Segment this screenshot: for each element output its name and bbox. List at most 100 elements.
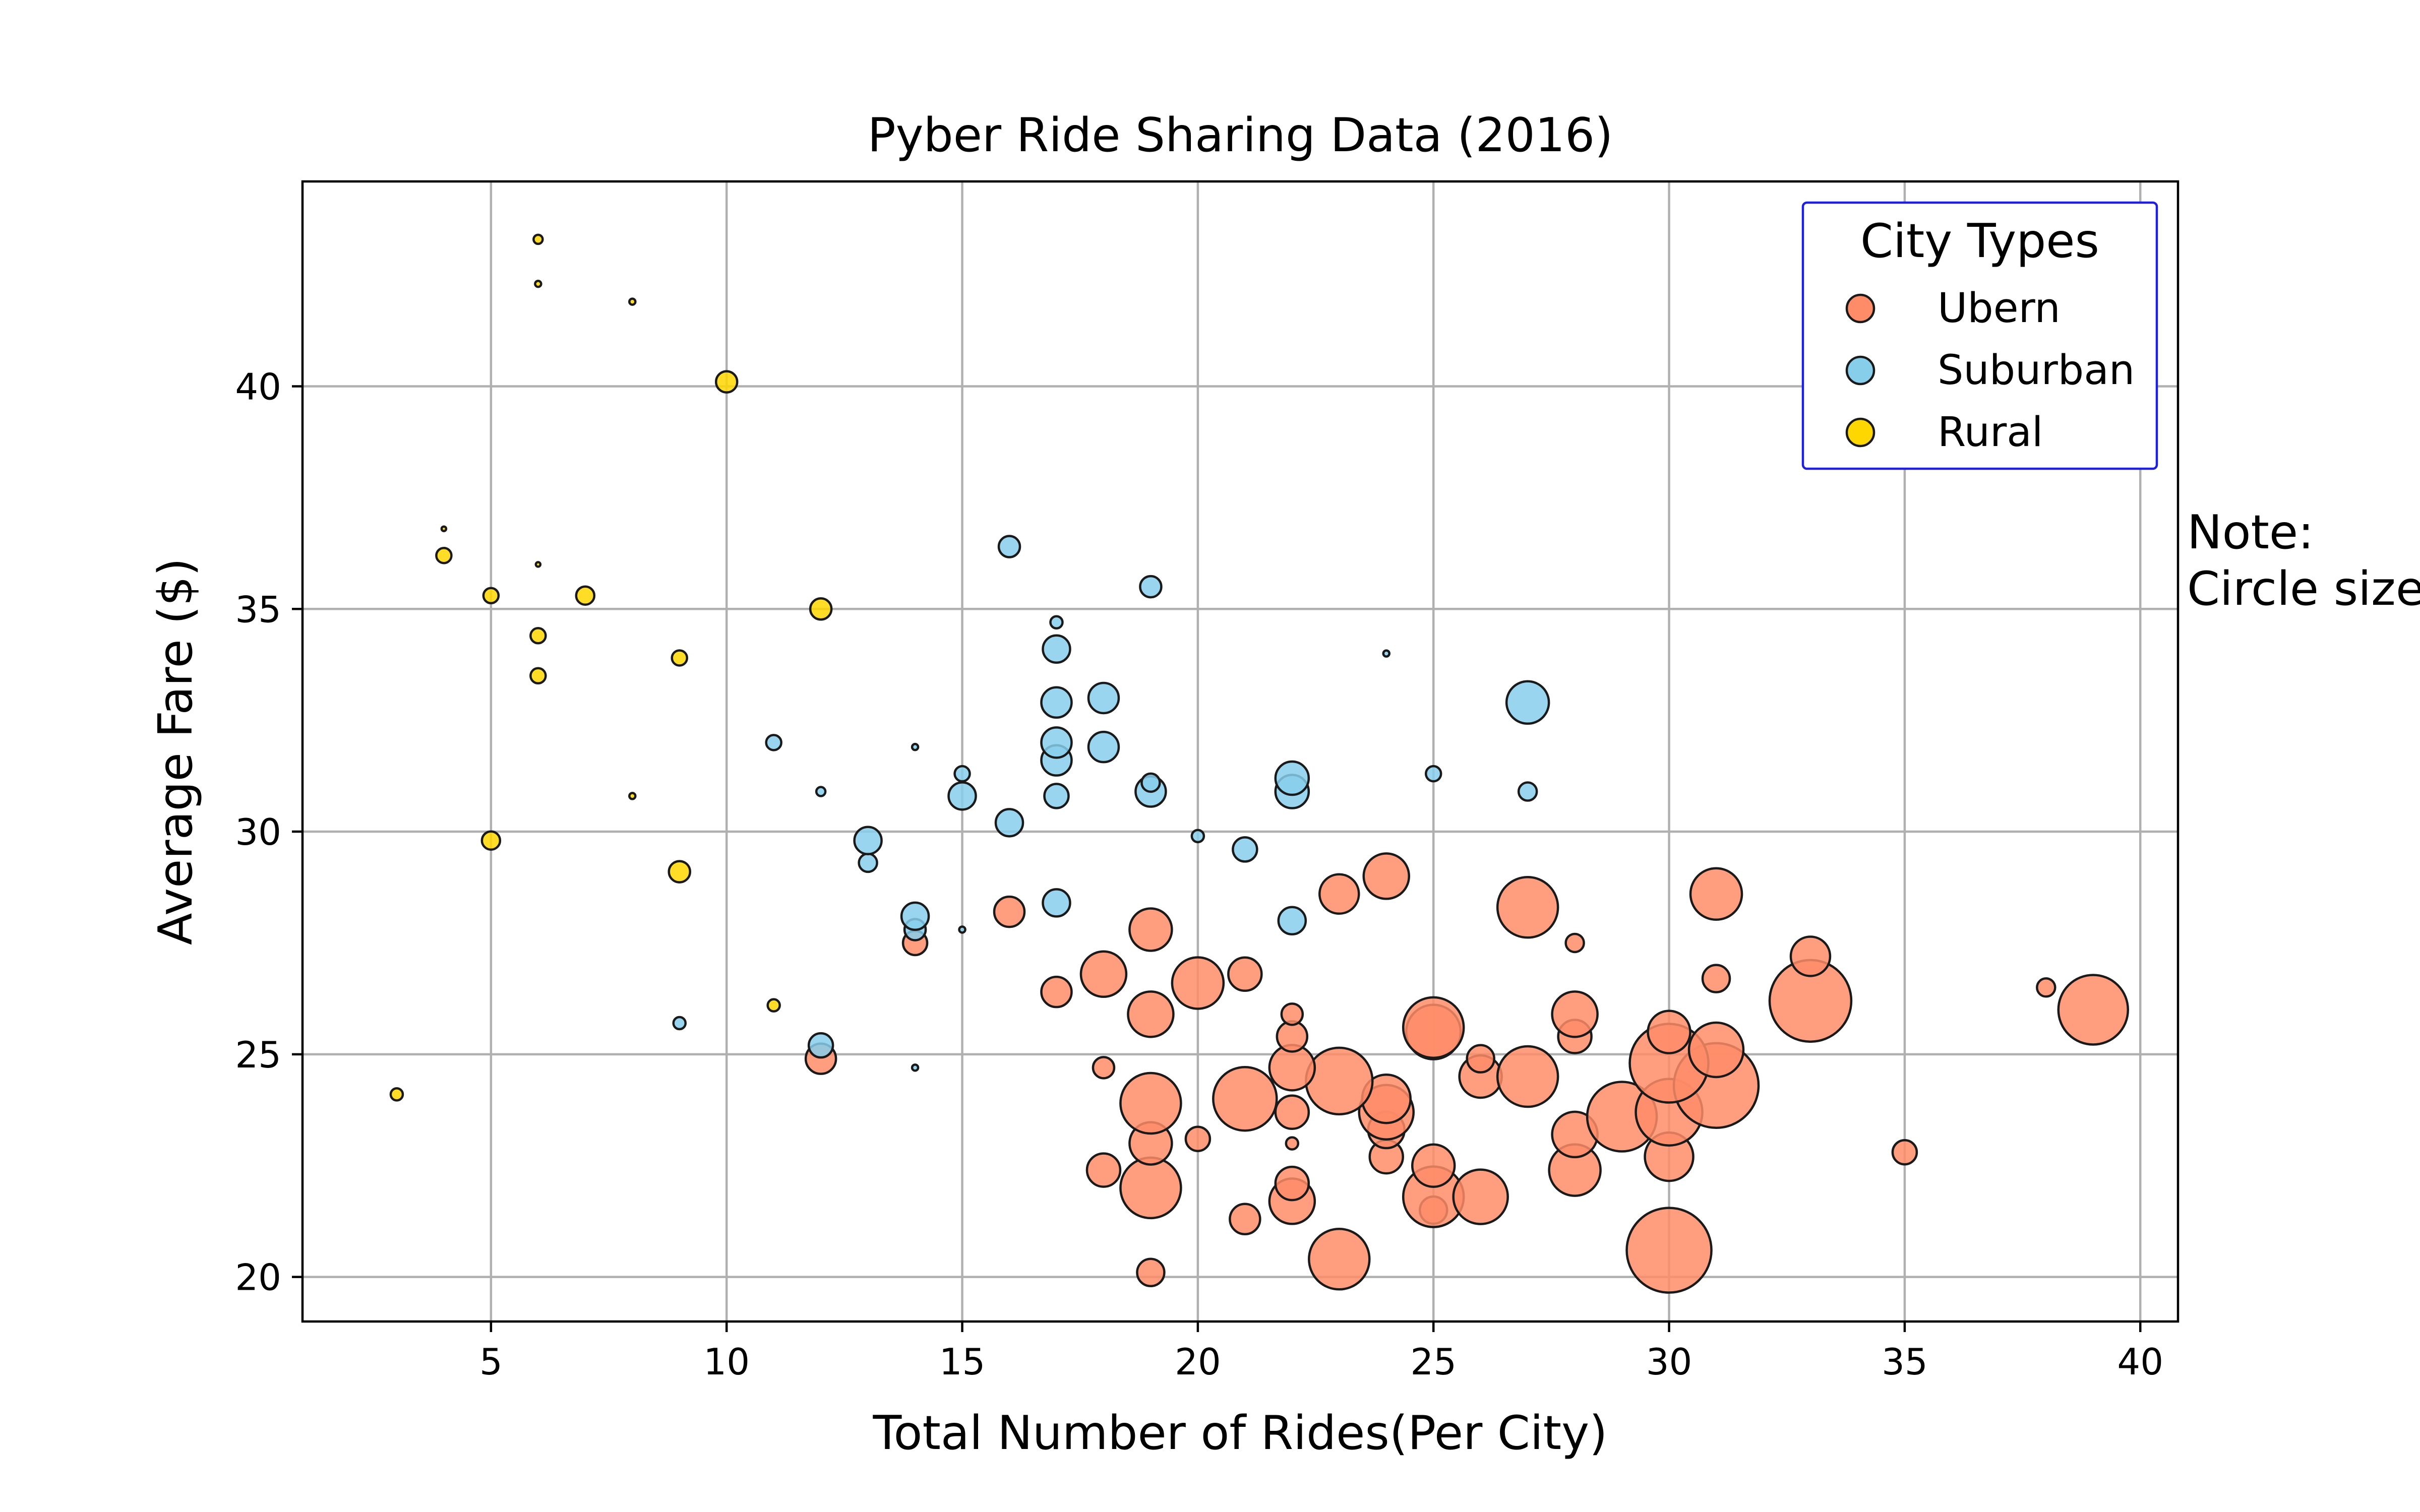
x-tick-label: 10 bbox=[703, 1341, 750, 1383]
data-point bbox=[1625, 1207, 1713, 1294]
y-tick-label: 40 bbox=[235, 365, 281, 408]
x-tick-label: 40 bbox=[2117, 1341, 2163, 1383]
legend-marker-rural bbox=[1845, 417, 1876, 448]
x-tick-label: 15 bbox=[939, 1341, 986, 1383]
data-point bbox=[575, 585, 596, 606]
data-point bbox=[1687, 1021, 1745, 1079]
data-point bbox=[714, 370, 739, 394]
y-tick-label: 30 bbox=[235, 811, 281, 853]
x-tick-label: 5 bbox=[479, 1341, 503, 1383]
data-point bbox=[1040, 975, 1073, 1009]
data-point bbox=[1305, 1046, 1374, 1116]
x-tick-label: 35 bbox=[1882, 1341, 1928, 1383]
data-point bbox=[1274, 760, 1310, 796]
data-point bbox=[911, 742, 920, 751]
data-point bbox=[480, 830, 502, 851]
data-point bbox=[389, 1087, 404, 1102]
data-point bbox=[1411, 1143, 1456, 1188]
data-point bbox=[1119, 1072, 1182, 1135]
data-point bbox=[994, 808, 1024, 838]
data-point bbox=[1042, 888, 1071, 918]
data-point bbox=[900, 901, 930, 931]
data-point bbox=[1092, 1056, 1116, 1080]
data-point bbox=[628, 792, 637, 800]
legend-title: City Types bbox=[1860, 214, 2099, 268]
data-point bbox=[1318, 873, 1360, 915]
data-point bbox=[1274, 1094, 1310, 1130]
data-point bbox=[1229, 1203, 1261, 1236]
x-tick-label: 25 bbox=[1410, 1341, 1457, 1383]
note: Note: Circle size bbox=[2187, 505, 2420, 616]
data-point bbox=[1285, 1136, 1300, 1151]
data-point bbox=[993, 895, 1026, 928]
data-point bbox=[668, 860, 691, 884]
data-point bbox=[1190, 829, 1205, 844]
y-tick-label: 25 bbox=[235, 1034, 281, 1076]
note-line-2: Circle size bbox=[2187, 561, 2420, 616]
data-point bbox=[529, 627, 547, 645]
data-point bbox=[953, 765, 971, 783]
data-point bbox=[1466, 1044, 1495, 1074]
data-point bbox=[1647, 1010, 1691, 1054]
data-point bbox=[1701, 964, 1731, 993]
data-point bbox=[1127, 990, 1175, 1038]
data-point bbox=[1277, 906, 1307, 936]
data-point bbox=[807, 1032, 834, 1059]
y-tick-label: 20 bbox=[235, 1256, 281, 1299]
data-point bbox=[1128, 907, 1173, 952]
data-point bbox=[534, 279, 542, 288]
data-point bbox=[1232, 836, 1258, 863]
data-point bbox=[671, 649, 688, 667]
data-point bbox=[947, 781, 977, 811]
data-point bbox=[815, 786, 827, 797]
data-point bbox=[1043, 783, 1070, 809]
data-point bbox=[1689, 867, 1743, 921]
data-point bbox=[628, 297, 637, 306]
x-axis-label: Total Number of Rides(Per City) bbox=[873, 1406, 1608, 1460]
data-point bbox=[1564, 932, 1585, 954]
legend-label-rural: Rural bbox=[1938, 409, 2043, 456]
data-point bbox=[1049, 615, 1064, 630]
x-tick-label: 20 bbox=[1175, 1341, 1221, 1383]
data-point bbox=[1789, 935, 1832, 977]
legend-box bbox=[1801, 201, 2158, 470]
data-point bbox=[1212, 1065, 1278, 1132]
note-line-1: Note: bbox=[2187, 505, 2314, 559]
data-point bbox=[1274, 1165, 1310, 1202]
data-point bbox=[1496, 876, 1559, 939]
data-point bbox=[1308, 1228, 1371, 1291]
data-point bbox=[435, 546, 453, 564]
data-point bbox=[853, 826, 883, 855]
data-point bbox=[1402, 996, 1465, 1059]
legend-label-suburban: Suburban bbox=[1938, 347, 2135, 394]
chart-title: Pyber Ride Sharing Data (2016) bbox=[868, 108, 1613, 162]
y-axis-label: Average Fare ($) bbox=[148, 558, 203, 945]
data-point bbox=[766, 998, 781, 1013]
data-point bbox=[911, 1063, 920, 1072]
data-point bbox=[1382, 649, 1390, 658]
y-tick-label: 35 bbox=[235, 588, 281, 631]
data-point bbox=[1040, 726, 1073, 759]
data-point bbox=[529, 667, 547, 685]
data-point bbox=[1139, 575, 1163, 599]
data-point bbox=[1040, 686, 1073, 719]
data-point bbox=[1227, 956, 1263, 992]
x-tick-label: 30 bbox=[1646, 1341, 1692, 1383]
y-axis-ticks: 20 25 30 35 40 bbox=[235, 365, 302, 1299]
data-point bbox=[1496, 1045, 1559, 1108]
legend-marker-ubern bbox=[1845, 293, 1876, 324]
data-point bbox=[809, 597, 833, 621]
legend: City Types Ubern Suburban Rural bbox=[1801, 201, 2158, 470]
data-point bbox=[1119, 1156, 1182, 1220]
data-point bbox=[1171, 956, 1225, 1010]
data-point bbox=[1505, 680, 1550, 725]
series-ubern bbox=[804, 852, 2130, 1294]
data-point bbox=[482, 587, 500, 604]
data-points bbox=[389, 233, 2130, 1294]
series-suburban bbox=[672, 535, 1550, 1072]
data-point bbox=[672, 1016, 687, 1031]
data-point bbox=[765, 734, 782, 751]
x-axis-ticks: 5 10 15 20 25 30 35 40 bbox=[479, 1321, 2163, 1383]
plot-frame bbox=[301, 180, 2180, 1323]
data-point bbox=[1085, 1152, 1122, 1188]
